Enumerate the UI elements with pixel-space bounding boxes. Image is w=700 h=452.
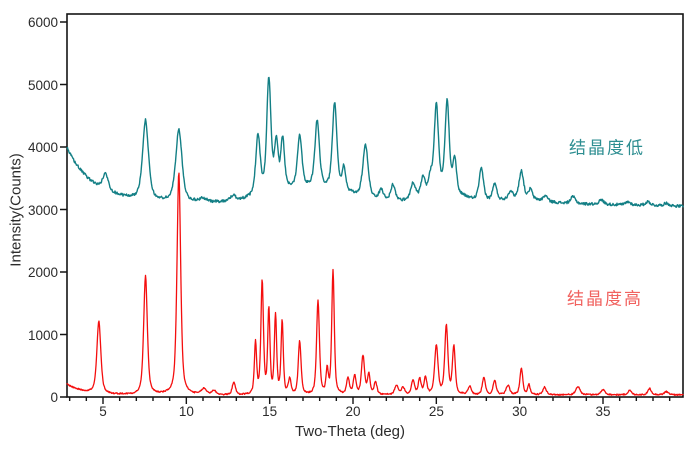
y-tick-label: 2000 — [27, 265, 58, 280]
x-tick-label: 30 — [512, 404, 528, 419]
annotation-low-crystallinity: 结晶度低 — [569, 138, 645, 158]
y-tick-label: 6000 — [27, 15, 58, 30]
annotation-high-crystallinity: 结晶度高 — [567, 289, 643, 309]
y-axis-title: Intensity(Counts) — [7, 153, 25, 267]
y-tick-label: 4000 — [27, 140, 58, 155]
y-tick-label: 1000 — [27, 327, 58, 343]
x-tick-label: 15 — [262, 404, 278, 419]
x-tick-label: 10 — [178, 404, 194, 419]
y-tick-label: 3000 — [27, 202, 58, 218]
x-tick-label: 25 — [428, 404, 444, 419]
y-tick-label: 0 — [50, 390, 58, 405]
x-tick-label: 35 — [595, 404, 611, 419]
x-tick-label: 5 — [99, 404, 107, 419]
x-axis-title: Two-Theta (deg) — [294, 423, 406, 440]
x-tick-label: 20 — [345, 404, 361, 419]
y-tick-label: 5000 — [27, 77, 58, 93]
